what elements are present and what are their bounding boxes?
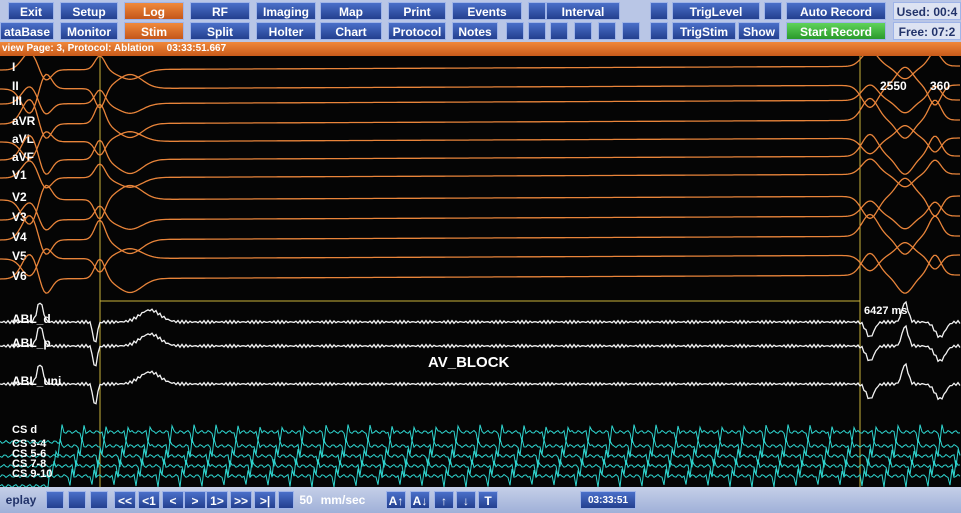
toolbar-button: Free: 07:2 [893,22,961,40]
channel-label: V2 [12,190,27,204]
playback-button[interactable]: < [162,491,184,509]
toolbar-button[interactable]: TrigLevel [672,2,760,20]
speed-value: 50 [296,491,316,509]
icon-button[interactable] [550,22,568,40]
toolbar-button[interactable]: Split [190,22,250,40]
channel-label: CS d [12,424,37,436]
channel-label: V6 [12,269,27,283]
channel-label: ABL_p [12,336,51,350]
channel-label: ABL_d [12,312,51,326]
speed-unit: mm/sec [316,491,370,509]
channel-label: CS 9-10 [12,468,52,480]
toolbar-button[interactable]: Chart [320,22,382,40]
channel-label: I [12,60,15,74]
time: 03:33:51.667 [167,43,227,54]
toolbar-button[interactable]: Exit [8,2,54,20]
time-display: 03:33:51 [580,491,636,509]
channel-label: aVR [12,114,36,128]
playback-button[interactable]: >| [254,491,276,509]
lock-button[interactable] [278,491,294,509]
playback-button[interactable]: << [114,491,136,509]
icon-button[interactable] [506,22,524,40]
icon-button[interactable] [650,22,668,40]
icon-button[interactable] [90,491,108,509]
icon-button[interactable] [528,22,546,40]
toolbar-button[interactable]: Start Record [786,22,886,40]
icon-button[interactable] [650,2,668,20]
measurement: 2550 [880,79,907,93]
signal-display: IIIIIIaVRaVLaVFV1V2V3V4V5V6ABL_dABL_pABL… [0,56,961,487]
toolbar-button[interactable]: TrigStim [672,22,736,40]
toolbar-button[interactable]: ataBase [0,22,54,40]
scale-button[interactable]: A↓ [410,491,430,509]
toolbar-button[interactable]: Monitor [60,22,118,40]
toolbar-button[interactable]: Stim [124,22,184,40]
playback-button[interactable]: 1> [206,491,228,509]
toolbar-button[interactable]: Setup [60,2,118,20]
icon-button[interactable] [68,491,86,509]
playback-button[interactable]: > [184,491,206,509]
channel-label: II [12,79,19,93]
icon-button[interactable] [46,491,64,509]
toolbar-button[interactable]: Interval [546,2,620,20]
status-bar: view Page: 3, Protocol: Ablation 03:33:5… [0,42,961,56]
scale-button[interactable]: ↓ [456,491,476,509]
channel-label: V4 [12,230,27,244]
icon-button[interactable] [528,2,546,20]
measurement: 360 [930,79,950,93]
toolbar-button[interactable]: Show [738,22,780,40]
toolbar-button[interactable]: Imaging [256,2,316,20]
toolbar-button[interactable]: RF [190,2,250,20]
icon-button[interactable] [622,22,640,40]
replay-label: eplay [0,491,42,509]
channel-label: III [12,94,22,108]
toolbar-button[interactable]: Print [388,2,446,20]
channel-label: V3 [12,210,27,224]
toolbar-button[interactable]: Notes [452,22,498,40]
channel-label: V5 [12,249,27,263]
scale-button[interactable]: A↑ [386,491,406,509]
icon-button[interactable] [598,22,616,40]
scale-button[interactable]: ↑ [434,491,454,509]
measurement: 6427 ms [864,305,907,317]
page-info: view Page: 3, Protocol: Ablation [2,43,154,54]
app: Exit Setup Log RF ImagingMap Print Events Inter… [0,0,961,513]
scale-button[interactable]: T [478,491,498,509]
toolbar-button[interactable]: Protocol [388,22,446,40]
icon-button[interactable] [764,2,782,20]
channel-label: ABL_uni [12,374,61,388]
playback-button[interactable]: >> [230,491,252,509]
toolbar-button[interactable]: Auto Record [786,2,886,20]
toolbar-button[interactable]: Map [320,2,382,20]
event-label: AV_BLOCK [428,354,510,371]
toolbar-button: Used: 00:4 [893,2,961,20]
channel-label: V1 [12,168,27,182]
toolbar-button[interactable]: Log [124,2,184,20]
icon-button[interactable] [574,22,592,40]
toolbar-button[interactable]: Holter [256,22,316,40]
playback-button[interactable]: <1 [138,491,160,509]
toolbar-button[interactable]: Events [452,2,522,20]
